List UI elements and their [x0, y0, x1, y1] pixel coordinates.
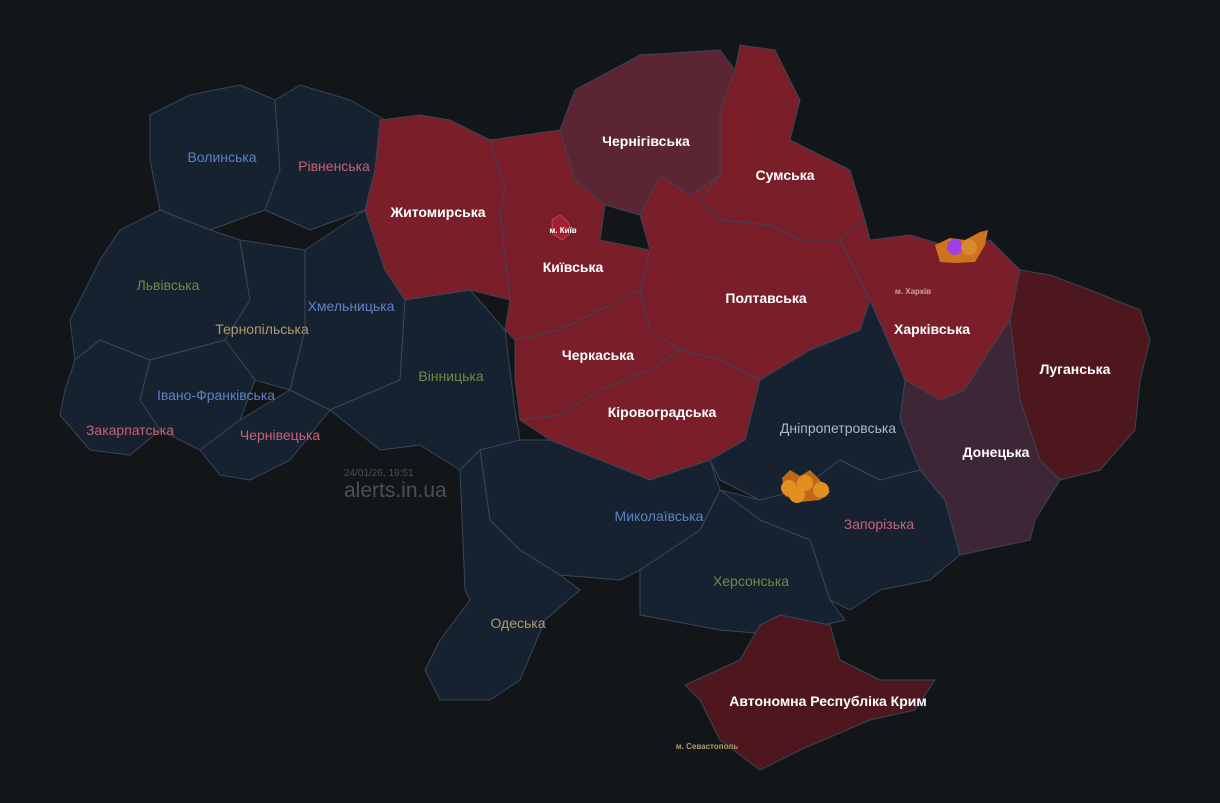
region-label-zakarpattia: Закарпатська: [86, 422, 174, 438]
region-kyiv-city[interactable]: [551, 214, 573, 241]
artillery-icon[interactable]: [797, 475, 813, 491]
region-label-sumy: Сумська: [755, 167, 814, 183]
region-label-odesa: Одеська: [490, 615, 545, 631]
artillery-icon[interactable]: [813, 482, 829, 498]
watermark-site: alerts.in.ua: [344, 479, 447, 502]
region-label-rivne: Рівненська: [298, 158, 370, 174]
region-zakarpattia[interactable]: [59, 339, 161, 456]
region-label-cherkasy: Черкаська: [562, 347, 634, 363]
region-label-kirovohrad: Кіровоградська: [608, 404, 717, 420]
region-label-chernivtsi: Чернівецька: [240, 427, 321, 443]
region-label-mykolaiv: Миколаївська: [615, 508, 704, 524]
region-label-volyn: Волинська: [187, 149, 256, 165]
tank-icon[interactable]: [947, 239, 963, 255]
region-label-zaporizhzhia: Запорізька: [844, 516, 915, 532]
region-label-chernihiv: Чернігівська: [602, 133, 690, 149]
region-label-poltava: Полтавська: [725, 290, 806, 306]
region-crimea[interactable]: [684, 614, 936, 771]
region-label-ternopil: Тернопільська: [215, 321, 309, 337]
region-label-vinnytsia: Вінницька: [418, 368, 483, 384]
region-label-kherson: Херсонська: [713, 573, 789, 589]
watermark-timestamp: 24/01/26, 19:51: [344, 468, 414, 479]
region-label-lviv: Львівська: [137, 277, 200, 293]
city-label-kyiv: м. Київ: [549, 226, 576, 235]
city-label-kharkiv: м. Харків: [895, 287, 931, 296]
region-label-crimea: Автономна Республіка Крим: [729, 693, 927, 709]
artillery-icon[interactable]: [961, 239, 977, 255]
region-odesa[interactable]: [424, 449, 581, 701]
region-label-kharkiv: Харківська: [894, 321, 970, 337]
region-label-kyiv-oblast: Київська: [543, 259, 604, 275]
region-label-khmelnytskyi: Хмельницька: [308, 298, 395, 314]
artillery-icon[interactable]: [789, 487, 805, 503]
city-label-sevastopol: м. Севастополь: [676, 742, 739, 751]
region-label-zhytomyr: Житомирська: [390, 204, 486, 220]
region-label-dnipro: Дніпропетровська: [780, 420, 896, 436]
region-vinnytsia[interactable]: [329, 289, 521, 471]
region-chernivtsi[interactable]: [199, 389, 331, 481]
region-label-luhansk: Луганська: [1040, 361, 1111, 377]
region-label-donetsk: Донецька: [963, 444, 1030, 460]
region-label-ivano-frankivsk: Івано-Франківська: [157, 387, 275, 403]
